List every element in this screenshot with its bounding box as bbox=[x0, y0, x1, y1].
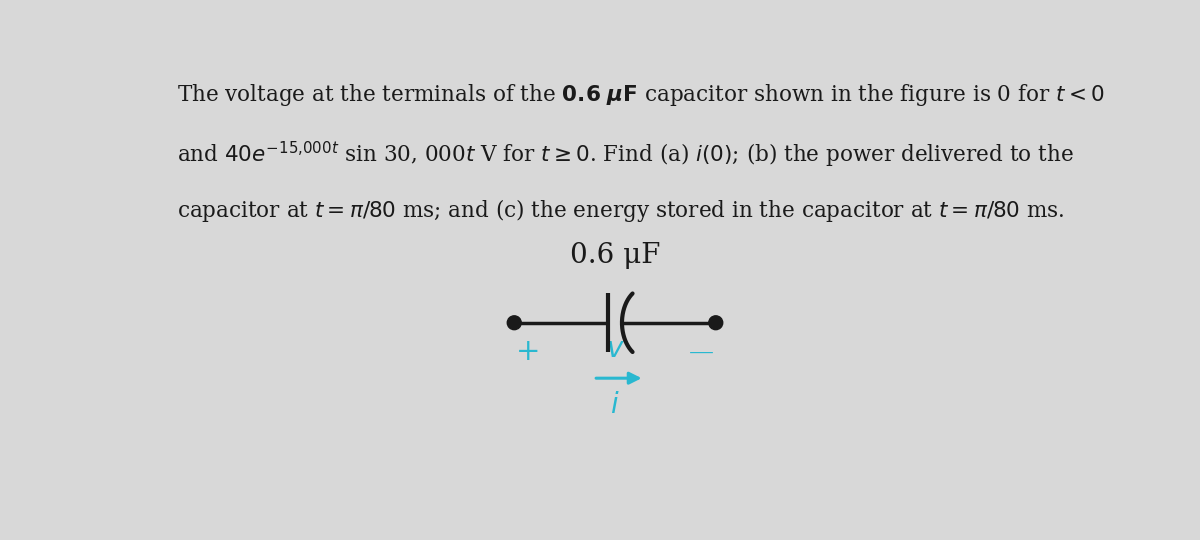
Text: —: — bbox=[689, 341, 714, 363]
Circle shape bbox=[508, 316, 521, 330]
Text: capacitor at $t = \pi/80$ ms; and (c) the energy stored in the capacitor at $t =: capacitor at $t = \pi/80$ ms; and (c) th… bbox=[178, 197, 1064, 224]
Text: The voltage at the terminals of the $\mathbf{0.6}\ \boldsymbol{\mu}\mathbf{F}$ c: The voltage at the terminals of the $\ma… bbox=[178, 82, 1105, 108]
Text: +: + bbox=[516, 338, 540, 366]
Circle shape bbox=[709, 316, 722, 330]
Text: 0.6 μF: 0.6 μF bbox=[570, 242, 660, 269]
Text: $i$: $i$ bbox=[611, 393, 619, 420]
Text: $v$: $v$ bbox=[606, 336, 624, 363]
Text: and $40e^{-15{,}000t}$ sin 30, 000$t$ V for $t \geq 0$. Find (a) $i(0)$; (b) the: and $40e^{-15{,}000t}$ sin 30, 000$t$ V … bbox=[178, 139, 1074, 170]
